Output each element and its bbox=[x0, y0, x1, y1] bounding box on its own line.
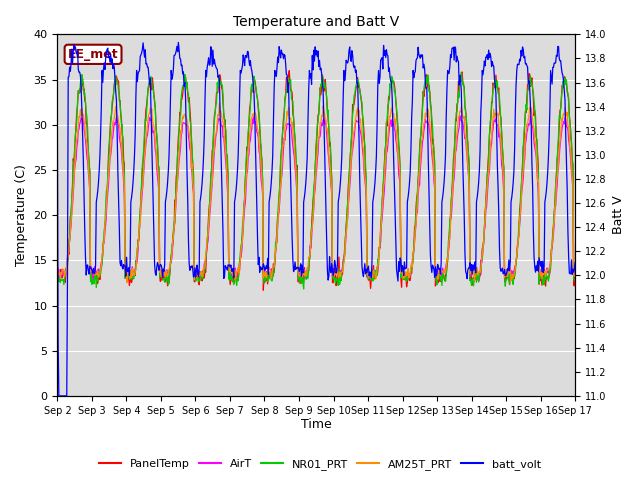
batt_volt bbox=[55, 393, 63, 399]
PanelTemp bbox=[259, 288, 267, 293]
PanelTemp bbox=[116, 97, 124, 103]
NR01_PRT bbox=[380, 174, 387, 180]
NR01_PRT bbox=[196, 278, 204, 284]
AM25T_PRT bbox=[54, 270, 61, 276]
AirT bbox=[380, 196, 387, 202]
AM25T_PRT bbox=[380, 180, 388, 186]
PanelTemp bbox=[196, 270, 204, 276]
PanelTemp bbox=[54, 276, 61, 282]
batt_volt bbox=[380, 52, 388, 58]
Line: AirT: AirT bbox=[58, 114, 575, 282]
Line: batt_volt: batt_volt bbox=[58, 42, 575, 396]
batt_volt bbox=[175, 39, 182, 45]
NR01_PRT bbox=[169, 240, 177, 246]
Title: Temperature and Batt V: Temperature and Batt V bbox=[233, 15, 399, 29]
Legend: PanelTemp, AirT, NR01_PRT, AM25T_PRT, batt_volt: PanelTemp, AirT, NR01_PRT, AM25T_PRT, ba… bbox=[94, 455, 546, 474]
batt_volt bbox=[54, 128, 61, 133]
Y-axis label: Temperature (C): Temperature (C) bbox=[15, 164, 28, 266]
AirT bbox=[54, 273, 61, 279]
Line: NR01_PRT: NR01_PRT bbox=[58, 73, 575, 289]
AM25T_PRT bbox=[63, 263, 70, 269]
PanelTemp bbox=[63, 264, 70, 270]
Y-axis label: Batt V: Batt V bbox=[612, 196, 625, 234]
NR01_PRT bbox=[300, 286, 307, 292]
AM25T_PRT bbox=[197, 270, 205, 276]
X-axis label: Time: Time bbox=[301, 419, 332, 432]
AM25T_PRT bbox=[124, 280, 131, 286]
batt_volt bbox=[63, 273, 71, 278]
AirT bbox=[395, 171, 403, 177]
AM25T_PRT bbox=[216, 100, 223, 106]
Line: PanelTemp: PanelTemp bbox=[58, 71, 575, 290]
PanelTemp bbox=[380, 164, 388, 170]
AirT bbox=[250, 111, 258, 117]
NR01_PRT bbox=[572, 277, 579, 283]
AirT bbox=[116, 139, 124, 145]
NR01_PRT bbox=[116, 102, 124, 108]
PanelTemp bbox=[285, 68, 293, 73]
batt_volt bbox=[396, 268, 403, 274]
AM25T_PRT bbox=[396, 164, 403, 169]
PanelTemp bbox=[396, 149, 403, 155]
NR01_PRT bbox=[63, 265, 70, 271]
AM25T_PRT bbox=[116, 126, 124, 132]
batt_volt bbox=[117, 263, 125, 269]
PanelTemp bbox=[572, 271, 579, 277]
AirT bbox=[169, 244, 177, 250]
batt_volt bbox=[170, 67, 177, 72]
PanelTemp bbox=[169, 242, 177, 248]
NR01_PRT bbox=[395, 142, 403, 147]
AM25T_PRT bbox=[572, 272, 579, 278]
AirT bbox=[63, 264, 70, 270]
AM25T_PRT bbox=[170, 236, 177, 241]
batt_volt bbox=[572, 260, 579, 265]
NR01_PRT bbox=[54, 276, 61, 281]
Text: EE_met: EE_met bbox=[68, 48, 118, 61]
batt_volt bbox=[198, 188, 205, 194]
Line: AM25T_PRT: AM25T_PRT bbox=[58, 103, 575, 283]
AirT bbox=[196, 269, 204, 275]
NR01_PRT bbox=[458, 70, 465, 76]
AirT bbox=[475, 279, 483, 285]
AirT bbox=[572, 267, 579, 273]
